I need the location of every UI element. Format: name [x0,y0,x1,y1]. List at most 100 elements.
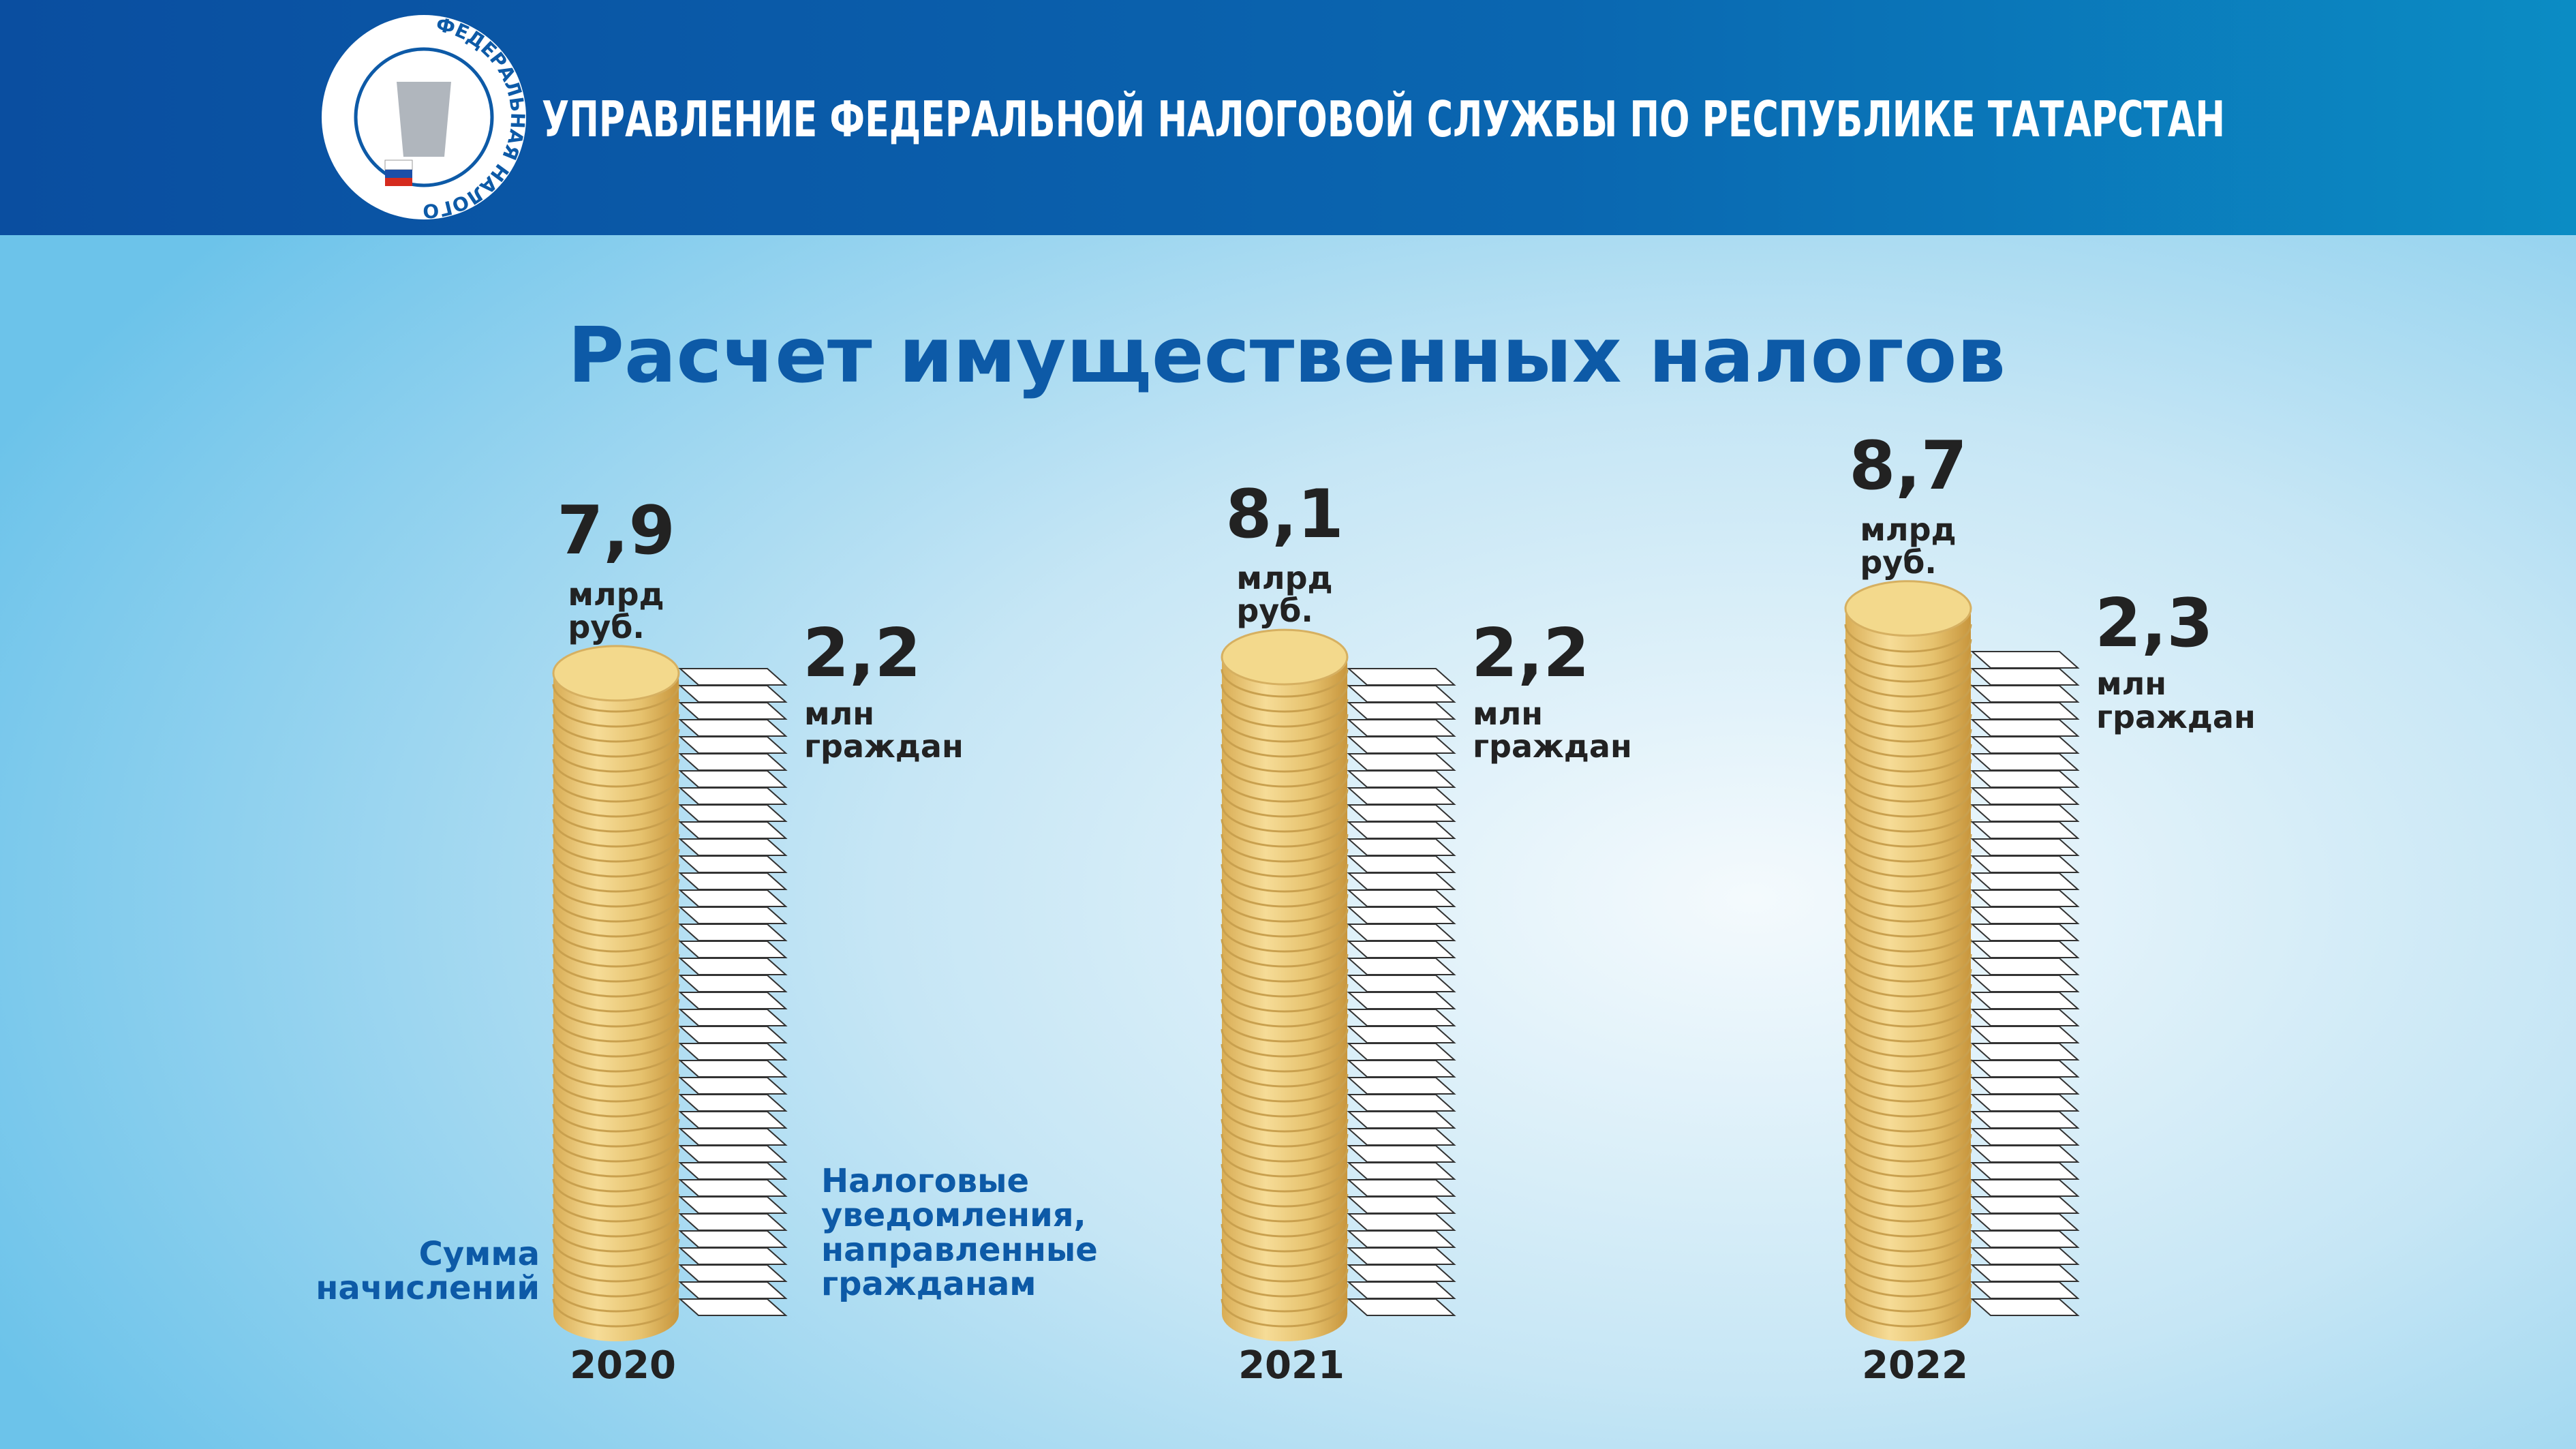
coin-edge [552,1148,680,1178]
paper-sheet [1970,821,2080,839]
coin-edge [1844,1013,1972,1043]
header-title: УПРАВЛЕНИЕ ФЕДЕРАЛЬНОЙ НАЛОГОВОЙ СЛУЖБЫ … [542,91,2225,148]
coin-edge [1221,1178,1349,1208]
paper-sheet [1347,838,1456,856]
paper-sheet [1970,702,2080,720]
x-tick-label: 2020 [570,1343,676,1388]
coin-edge [1844,1268,1972,1298]
coin-edge [1221,1043,1349,1073]
coin-edge [1221,774,1349,803]
paper-sheet [1970,941,2080,958]
paper-sheet [1347,1298,1456,1316]
coin-edge [1844,714,1972,743]
paper-sheet [1970,736,2080,754]
paper-sheet [678,685,788,703]
coin-edge [552,1073,680,1103]
paper-stack [678,668,788,1316]
paper-sheet [1347,770,1456,788]
coin-edge [1844,1283,1972,1313]
paper-sheet [1970,719,2080,737]
paper-sheet [1970,1111,2080,1129]
coin-stack [552,645,680,1341]
paper-sheet [1970,753,2080,771]
coin-edge [1844,624,1972,653]
paper-sheet [1347,1179,1456,1197]
coin-edge [1221,699,1349,728]
coin-edge [552,939,680,968]
coin-edge [552,1013,680,1043]
coin-edge [1844,1028,1972,1058]
coin-edge [1221,1103,1349,1133]
coin-edge [552,968,680,998]
coin-edge [552,819,680,848]
logo-ring [354,47,494,187]
paper-sheet [678,889,788,907]
coin-body [1222,657,1347,1314]
paper-unit: млн граждан [1473,695,1632,765]
paper-sheet [678,753,788,771]
coin-edge [1221,1268,1349,1298]
coin-edge [552,1088,680,1118]
coin-edge [1844,1088,1972,1118]
coin-value-label: 8,1 [1225,476,1344,554]
paper-unit: млн граждан [804,695,964,765]
coin-edge [1221,1298,1349,1328]
paper-sheet [1347,1077,1456,1095]
paper-sheet [1970,1060,2080,1078]
coin-edge [1844,1148,1972,1178]
coin-edge [1844,1208,1972,1238]
coin-stack [1221,628,1349,1341]
coin-edge [552,879,680,908]
coin-top [552,645,680,702]
coin-edge [1221,759,1349,788]
paper-sheet [1347,1213,1456,1231]
paper-sheet [678,906,788,924]
paper-sheet [678,958,788,975]
coin-edge [552,1028,680,1058]
paper-sheet [1347,889,1456,907]
paper-sheet [1970,855,2080,873]
paper-sheet [1970,1009,2080,1026]
paper-sheet [1970,1281,2080,1299]
paper-sheet [1347,1043,1456,1061]
paper-sheet [1347,1230,1456,1248]
coin-stack [1844,580,1972,1341]
coin-top [1844,580,1972,637]
coin-edge [1844,1103,1972,1133]
paper-sheet [678,1060,788,1078]
paper-sheet [678,1179,788,1197]
coin-top [1221,628,1349,686]
paper-sheet [1347,1162,1456,1180]
paper-sheet [678,1026,788,1043]
coin-edge [1844,1118,1972,1148]
coin-edge [1221,1253,1349,1283]
coin-edge [1844,1043,1972,1073]
coin-edge [1221,1088,1349,1118]
coin-edge [1844,1058,1972,1088]
paper-sheet [678,804,788,822]
paper-sheet [1970,787,2080,805]
coin-edge [1221,1283,1349,1313]
paper-value-label: 2,3 [2095,585,2213,663]
paper-sheet [678,821,788,839]
coin-edge [552,1058,680,1088]
coin-edge [1221,983,1349,1013]
coin-edge [1221,1058,1349,1088]
coin-edge [552,864,680,893]
chart-title: Расчет имущественных налогов [568,311,2006,400]
logo-emblem [397,82,451,157]
coin-edge [1844,789,1972,818]
paper-sheet [1970,889,2080,907]
coin-unit: млрд руб. [568,575,664,646]
coin-edge [1844,894,1972,923]
coin-edge [1221,729,1349,758]
coin-edge [1844,924,1972,953]
paper-sheet [1970,651,2080,669]
coin-edge [1221,909,1349,938]
coin-edge [1221,1163,1349,1193]
paper-sheet [1970,1162,2080,1180]
coin-edge [1221,684,1349,713]
paper-sheet [1970,992,2080,1009]
coin-body [1845,608,1971,1315]
